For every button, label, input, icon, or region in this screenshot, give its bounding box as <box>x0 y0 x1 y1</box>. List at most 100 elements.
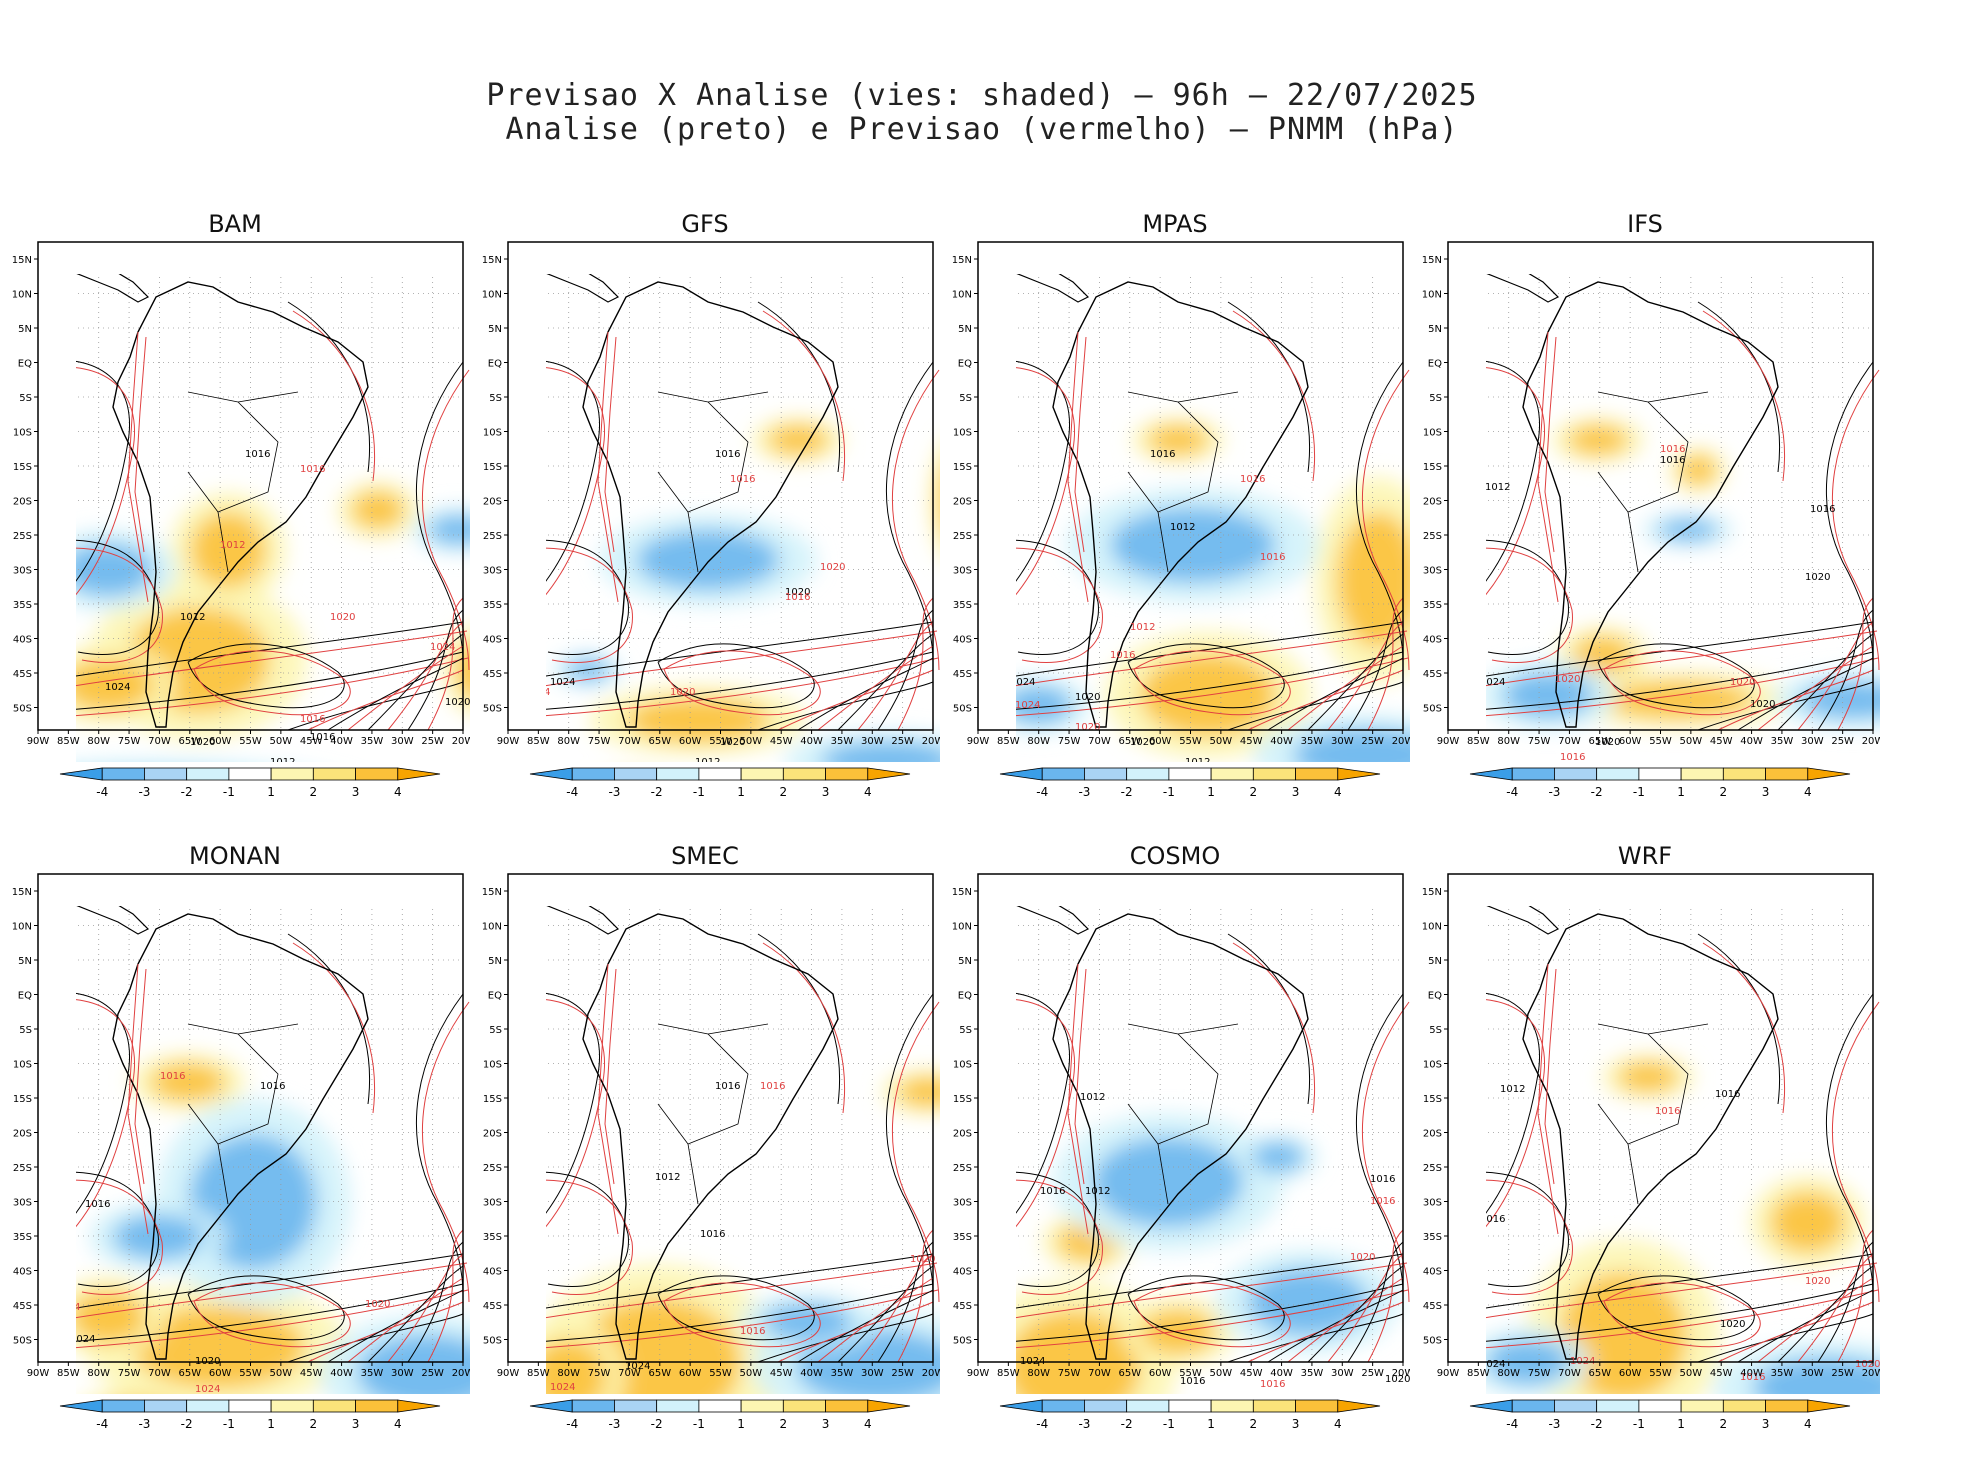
colorbar-label: -1 <box>1633 785 1645 799</box>
lat-tick-label: 50S <box>1423 1336 1442 1347</box>
colorbar-segment <box>1252 767 1296 781</box>
panel-title: GFS <box>681 210 729 238</box>
forecast-contour-label: 1016 <box>1110 650 1135 661</box>
south-america-coastline <box>582 913 839 1360</box>
forecast-contour-label: 1012 <box>1130 622 1155 633</box>
analysis-isobar <box>76 651 464 710</box>
isobar-south <box>1737 1289 1874 1363</box>
figure-title-line1: Previsao X Analise (vies: shaded) – 96h … <box>486 78 1478 113</box>
lon-tick-label: 25W <box>891 1368 914 1379</box>
lat-tick-label: 5S <box>959 393 972 404</box>
analysis-contour-label: 1016 <box>1810 504 1835 515</box>
lon-tick-label: 35W <box>1301 1368 1324 1379</box>
forecast-isobar <box>1486 547 1573 664</box>
colorbar-label: -2 <box>181 1417 193 1431</box>
forecast-isobar <box>1016 547 1103 664</box>
lon-tick-label: 30W <box>391 736 414 747</box>
analysis-contour-label: 1020 <box>1720 1319 1745 1330</box>
lon-tick-label: 75W <box>1528 736 1551 747</box>
map-background <box>508 242 933 730</box>
lat-tick-label: 15S <box>1423 462 1442 473</box>
analysis-isobar <box>1825 361 1874 663</box>
colorbar-segment <box>1210 1399 1254 1413</box>
country-borders <box>1127 391 1239 573</box>
lat-tick-label: 15N <box>952 255 972 266</box>
colorbar-segment <box>1722 1399 1766 1413</box>
south-america-coastline <box>1522 281 1779 728</box>
analysis-isobar <box>1016 1171 1099 1288</box>
map-svg: 1012101610161024102010201012101610201024… <box>1422 873 1880 1431</box>
lon-tick-label: 30W <box>861 1368 884 1379</box>
analysis-isobar <box>76 1171 159 1288</box>
colorbar-label: 2 <box>310 1417 318 1431</box>
lon-tick-label: 90W <box>967 1368 990 1379</box>
isobar-south <box>287 681 464 731</box>
colorbar-segment <box>782 1399 826 1413</box>
forecast-contour-label: 1020 <box>1555 674 1580 685</box>
lat-tick-label: 35S <box>1423 600 1442 611</box>
colorbar-label: 1 <box>737 1417 745 1431</box>
isobar-south <box>1307 633 1404 731</box>
isobar-south <box>367 1265 464 1363</box>
lat-tick-label: 30S <box>953 1198 972 1209</box>
analysis-isobar <box>657 643 815 709</box>
panel-monan: MONAN10161016102410201020101210161012102… <box>0 842 470 1462</box>
forecast-isobar <box>1486 1179 1573 1296</box>
lon-tick-label: 80W <box>1497 1368 1520 1379</box>
forecast-isobar <box>762 942 845 1114</box>
lat-tick-label: 50S <box>13 704 32 715</box>
colorbar-segment <box>867 767 911 781</box>
colorbar-label: 3 <box>1292 1417 1300 1431</box>
analysis-isobar <box>546 1171 629 1288</box>
analysis-contour-label: 1024 <box>1480 677 1505 688</box>
lat-tick-label: 10S <box>483 1060 502 1071</box>
lat-tick-label: 45S <box>953 669 972 680</box>
colorbar-label: 3 <box>352 1417 360 1431</box>
lon-tick-label: 70W <box>1558 736 1581 747</box>
andes-forecast-contour <box>1067 331 1089 603</box>
forecast-isobar <box>1486 999 1545 1228</box>
lat-tick-label: 15N <box>1422 255 1442 266</box>
colorbar-segment <box>825 767 869 781</box>
country-borders <box>1597 391 1709 573</box>
isobar-south <box>307 669 464 731</box>
lat-tick-label: 35S <box>953 1232 972 1243</box>
colorbar-label: 4 <box>864 1417 872 1431</box>
central-america-coastline <box>546 274 620 303</box>
colorbar-label: 4 <box>1804 785 1812 799</box>
lat-tick-label: 10S <box>483 428 502 439</box>
forecast-contour-label: 1020 <box>1855 1359 1880 1370</box>
lon-tick-label: 25W <box>421 1368 444 1379</box>
lat-tick-label: 15S <box>483 1094 502 1105</box>
colorbar-segment <box>101 767 145 781</box>
colorbar-segment <box>1337 767 1381 781</box>
isobar-south <box>757 681 934 731</box>
colorbar-segment <box>1638 1399 1682 1413</box>
isobar-south <box>897 1229 934 1363</box>
lon-tick-label: 50W <box>270 736 293 747</box>
analysis-contour-label: 1012 <box>180 612 205 623</box>
lat-tick-label: 5N <box>958 324 972 335</box>
lat-tick-label: 5N <box>1428 324 1442 335</box>
lat-tick-label: 5N <box>18 956 32 967</box>
forecast-contour-label: 1020 <box>365 1299 390 1310</box>
forecast-isobar <box>546 630 938 687</box>
lat-tick-label: 10S <box>1423 428 1442 439</box>
colorbar-segment <box>1511 767 1555 781</box>
lon-tick-label: 80W <box>557 1368 580 1379</box>
isobar-south <box>797 657 934 731</box>
map-content: 1012101610161024102010201012101610201024… <box>1486 906 1880 1394</box>
colorbar-label: -1 <box>1633 1417 1645 1431</box>
lon-tick-label: 60W <box>1619 736 1642 747</box>
colorbar-segment <box>397 767 441 781</box>
analysis-contour-label: 1012 <box>1185 757 1210 768</box>
bias-warm-area <box>929 446 940 554</box>
colorbar-segment <box>867 1399 911 1413</box>
colorbar-label: -2 <box>181 785 193 799</box>
bias-warm-core <box>1770 1192 1846 1252</box>
lon-tick-label: 35W <box>361 1368 384 1379</box>
lon-tick-label: 50W <box>740 736 763 747</box>
colorbar-segment <box>312 1399 356 1413</box>
isobar-south <box>1817 1241 1874 1363</box>
lon-tick-label: 20W <box>1862 1368 1880 1379</box>
